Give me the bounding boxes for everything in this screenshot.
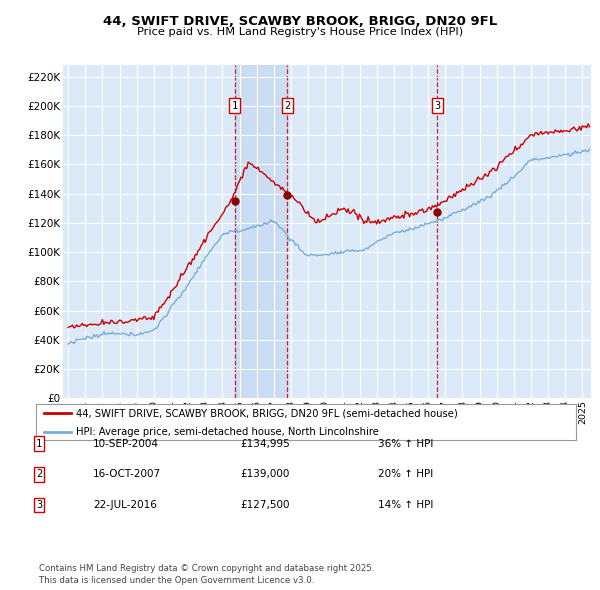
Text: 44, SWIFT DRIVE, SCAWBY BROOK, BRIGG, DN20 9FL: 44, SWIFT DRIVE, SCAWBY BROOK, BRIGG, DN… bbox=[103, 15, 497, 28]
Text: 1: 1 bbox=[232, 101, 238, 111]
Text: £139,000: £139,000 bbox=[240, 470, 289, 479]
Text: Contains HM Land Registry data © Crown copyright and database right 2025.
This d: Contains HM Land Registry data © Crown c… bbox=[39, 565, 374, 585]
Text: HPI: Average price, semi-detached house, North Lincolnshire: HPI: Average price, semi-detached house,… bbox=[77, 427, 379, 437]
Text: 3: 3 bbox=[36, 500, 42, 510]
Text: 20% ↑ HPI: 20% ↑ HPI bbox=[378, 470, 433, 479]
Text: 44, SWIFT DRIVE, SCAWBY BROOK, BRIGG, DN20 9FL (semi-detached house): 44, SWIFT DRIVE, SCAWBY BROOK, BRIGG, DN… bbox=[77, 408, 458, 418]
Text: £127,500: £127,500 bbox=[240, 500, 290, 510]
Text: 14% ↑ HPI: 14% ↑ HPI bbox=[378, 500, 433, 510]
Text: 2: 2 bbox=[284, 101, 290, 111]
Text: 2: 2 bbox=[36, 470, 42, 479]
Bar bbox=[235, 65, 287, 398]
Text: 16-OCT-2007: 16-OCT-2007 bbox=[93, 470, 161, 479]
Text: 1: 1 bbox=[36, 439, 42, 448]
Text: 22-JUL-2016: 22-JUL-2016 bbox=[93, 500, 157, 510]
Text: 36% ↑ HPI: 36% ↑ HPI bbox=[378, 439, 433, 448]
Text: £134,995: £134,995 bbox=[240, 439, 290, 448]
Text: Price paid vs. HM Land Registry's House Price Index (HPI): Price paid vs. HM Land Registry's House … bbox=[137, 27, 463, 37]
Text: 10-SEP-2004: 10-SEP-2004 bbox=[93, 439, 159, 448]
Text: 3: 3 bbox=[434, 101, 440, 111]
